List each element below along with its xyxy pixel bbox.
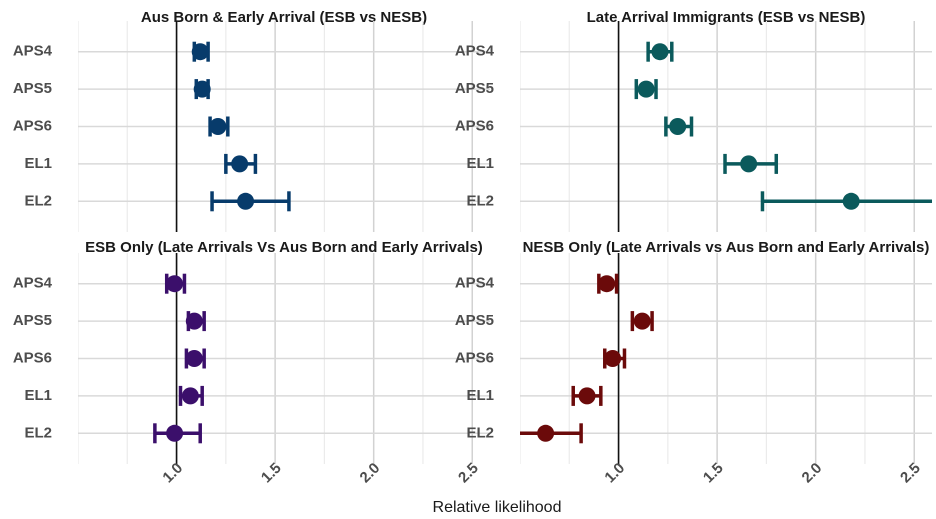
panel [520,253,932,464]
point [842,192,860,210]
panel-title: Late Arrival Immigrants (ESB vs NESB) [587,9,866,26]
y-tick-label: APS5 [455,312,494,329]
y-tick-label: APS5 [13,312,52,329]
panel [78,21,490,232]
point [191,43,209,61]
point [209,118,227,135]
x-tick-label: 1.5 [700,460,727,487]
x-tick-label: 2.0 [357,460,384,487]
x-axis-label: Relative likelihood [433,499,562,516]
x-tick-label: 1.5 [258,460,285,487]
panel [520,21,932,232]
y-tick-label: EL2 [24,424,52,441]
point [578,387,596,405]
panel-title: Aus Born & Early Arrival (ESB vs NESB) [141,9,427,26]
point [166,275,184,293]
y-tick-label: EL1 [24,387,52,404]
point [231,155,249,173]
y-tick-label: EL1 [24,155,52,172]
y-tick-label: APS6 [455,117,494,134]
y-tick-label: APS4 [455,43,495,60]
point [637,80,655,98]
point [598,275,616,293]
x-tick-label: 1.0 [601,460,628,487]
x-tick-label: 2.0 [799,460,826,487]
panel-title: NESB Only (Late Arrivals vs Aus Born and… [523,239,930,256]
point [740,155,758,173]
y-tick-label: APS6 [13,349,52,366]
x-tick-label: 2.5 [455,460,482,487]
y-tick-label: APS4 [13,43,53,60]
y-tick-label: APS5 [13,80,52,97]
point [185,312,203,330]
panel [78,253,490,464]
y-tick-label: EL2 [466,192,494,209]
y-tick-label: EL2 [24,192,52,209]
point [166,424,184,442]
point [537,424,555,442]
y-tick-label: APS4 [455,275,495,292]
x-tick-label: 2.5 [897,460,924,487]
point [604,350,622,367]
y-tick-label: EL2 [466,424,494,441]
x-tick-label: 1.0 [159,460,186,487]
point [181,387,199,405]
point [633,312,651,330]
y-tick-label: APS6 [455,349,494,366]
y-tick-label: APS6 [13,117,52,134]
panel-title: ESB Only (Late Arrivals Vs Aus Born and … [85,239,483,256]
y-tick-label: EL1 [466,155,494,172]
point [669,118,687,135]
point [237,192,255,210]
point [185,350,203,367]
y-tick-label: APS5 [455,80,494,97]
point [651,43,669,61]
point [193,80,211,98]
y-tick-label: APS4 [13,275,53,292]
y-tick-label: EL1 [466,387,494,404]
